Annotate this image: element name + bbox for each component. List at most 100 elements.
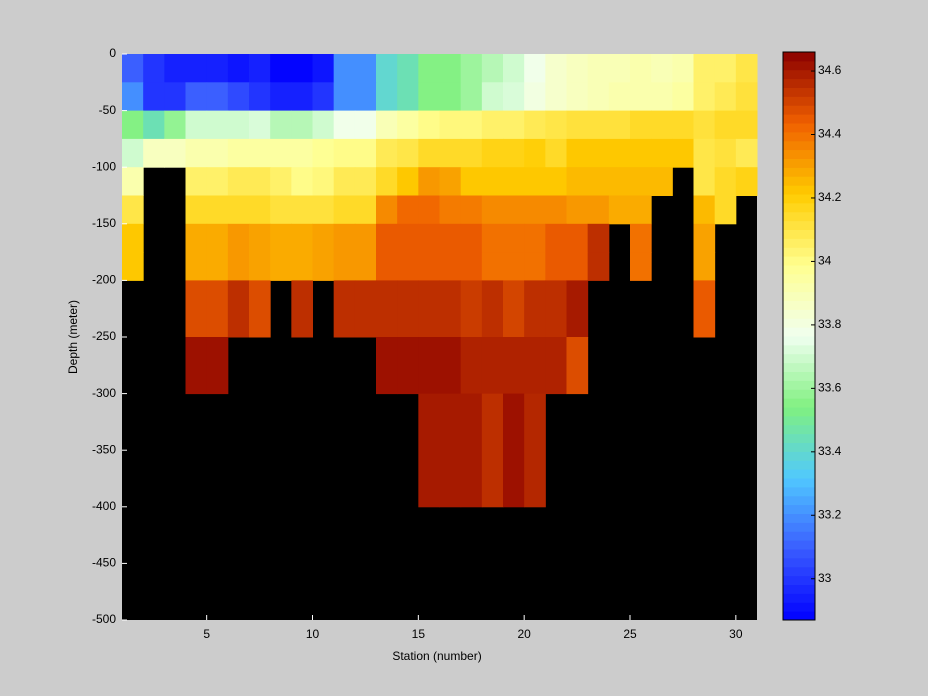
cell [481,337,504,395]
cell [503,393,525,508]
cell [672,138,694,168]
cell [376,54,398,83]
cell [439,393,462,508]
cell [524,167,546,196]
cell [333,110,356,140]
colorbar-swatch [783,300,815,310]
cell [481,138,504,168]
cell [608,195,631,225]
y-tick-label: -150 [92,216,116,230]
colorbar-swatch [783,273,815,284]
cell [333,82,356,112]
cell [354,54,377,83]
colorbar-swatch [783,371,815,381]
cell [524,280,546,338]
cell [333,252,356,281]
cell [735,138,758,168]
cell [481,280,504,338]
cell [503,138,525,168]
cell [566,54,589,83]
colorbar-swatch [783,167,815,177]
cell [481,110,504,140]
cell [291,195,313,225]
y-tick-label: -100 [92,159,116,173]
cell [227,167,250,196]
cell [122,110,144,140]
cell [164,138,186,168]
cell [249,138,271,168]
colorbar-swatch [783,158,815,168]
cell [608,54,631,83]
cell [312,195,335,225]
cell [672,110,694,140]
cell [270,252,292,281]
cell [439,223,462,253]
colorbar-swatch [783,149,815,159]
cell [122,82,144,112]
cell [524,138,546,168]
cell [376,223,398,253]
cell [545,54,567,83]
y-tick-label: -350 [92,442,116,456]
cell [460,82,483,112]
cell [524,393,546,508]
cell [460,195,483,225]
cell [397,223,419,253]
colorbar-swatch [783,194,815,204]
cell [206,138,229,168]
colorbar-swatch [783,495,815,506]
cell [354,223,377,253]
colorbar-swatch [783,353,815,364]
cell [503,280,525,338]
cell [376,110,398,140]
colorbar-tick-label: 33.8 [818,317,842,331]
cell [376,167,398,196]
cell [651,82,673,112]
cell [291,252,313,281]
cell [735,167,758,196]
cell [354,138,377,168]
colorbar-tick-label: 34.6 [818,63,842,77]
cell [418,393,440,508]
cell [270,223,292,253]
cell [164,82,186,112]
cell [354,82,377,112]
cell [608,138,631,168]
cell [545,280,567,338]
cell [354,252,377,281]
cell [206,195,229,225]
cell [693,54,716,83]
cell [185,167,208,196]
colorbar-swatch [783,176,815,186]
cell [376,337,398,395]
colorbar-tick-label: 33.6 [818,381,842,395]
x-tick-label: 5 [203,627,210,641]
cell [545,82,567,112]
cell [545,110,567,140]
cell [249,195,271,225]
y-tick-label: -450 [92,556,116,570]
cell [524,195,546,225]
cell [460,252,483,281]
cell [418,252,440,281]
cell [418,195,440,225]
cell [418,280,440,338]
cell [249,280,271,338]
colorbar-swatch [783,513,815,523]
cell [227,252,250,281]
cell [630,167,652,196]
cell [397,110,419,140]
cell [418,337,440,395]
colorbar-swatch [783,282,815,293]
cell [354,110,377,140]
cell [270,110,292,140]
colorbar-swatch [783,256,815,266]
colorbar-swatch [783,309,815,319]
cell [460,393,483,508]
colorbar-swatch [783,433,815,443]
x-tick-label: 30 [729,627,743,641]
cell [376,195,398,225]
cell [376,280,398,338]
cell [460,138,483,168]
